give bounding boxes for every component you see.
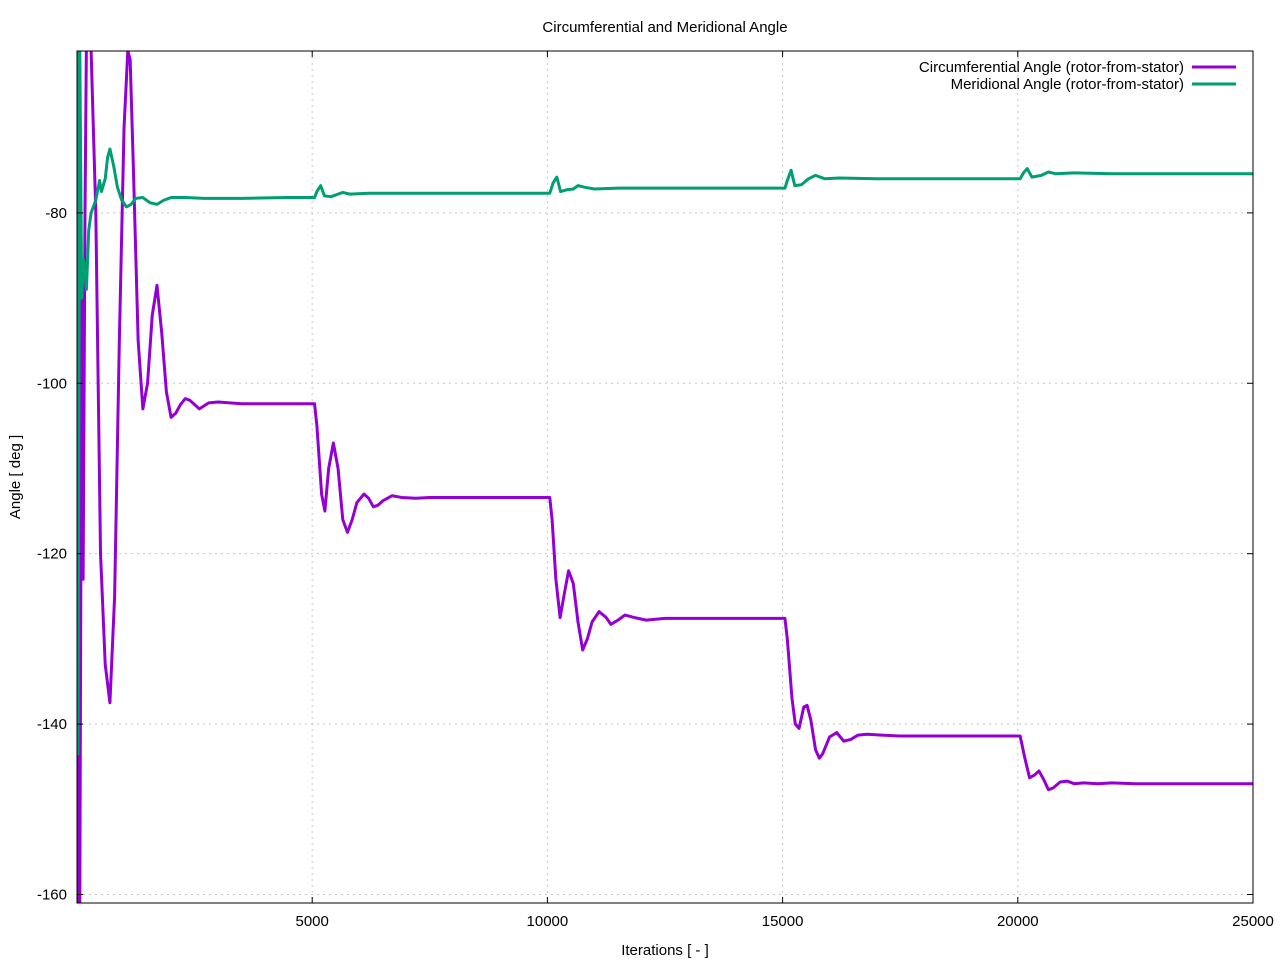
x-axis-label: Iterations [ - ] <box>621 942 709 959</box>
legend-label: Meridional Angle (rotor-from-stator) <box>951 76 1184 93</box>
legend: Circumferential Angle (rotor-from-stator… <box>919 59 1236 93</box>
x-tick-label: 15000 <box>762 913 804 930</box>
y-tick-label: -160 <box>37 886 67 903</box>
x-tick-label: 5000 <box>296 913 329 930</box>
y-tick-label: -100 <box>37 375 67 392</box>
series-line-circumferential <box>77 51 1253 903</box>
grid <box>77 51 1254 903</box>
y-tick-label: -120 <box>37 546 67 563</box>
series-layer <box>77 51 1253 903</box>
plot-frame <box>76 50 1254 904</box>
x-tick-label: 10000 <box>527 913 569 930</box>
y-axis-label: Angle [ deg ] <box>7 435 24 519</box>
x-tick-label: 25000 <box>1232 913 1274 930</box>
chart-title: Circumferential and Meridional Angle <box>542 19 787 36</box>
y-tick-label: -140 <box>37 716 67 733</box>
y-tick-label: -80 <box>45 205 67 222</box>
series-line-meridional <box>77 51 1253 756</box>
ticks: 5000 10000 15000 20000 25000 -160 -140 -120 -100… <box>37 51 1274 930</box>
x-tick-label: 20000 <box>997 913 1039 930</box>
legend-label: Circumferential Angle (rotor-from-stator… <box>919 59 1184 76</box>
